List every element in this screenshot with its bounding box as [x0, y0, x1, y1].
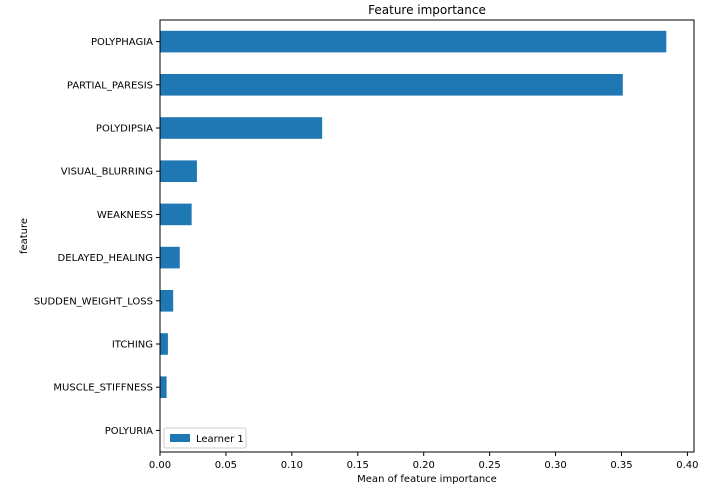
x-axis-ticks: 0.00 0.05 0.10 0.15 0.20 0.25 0.30 0.35 0.40 [149, 452, 699, 471]
plot-frame [159, 19, 695, 453]
x-tick-label: 0.35 [610, 460, 632, 471]
y-tick-label: MUSCLE_STIFFNESS [53, 383, 153, 394]
y-axis-title: feature [19, 218, 30, 254]
bar-itching [160, 333, 168, 355]
x-tick-label: 0.10 [281, 460, 303, 471]
y-tick-label: VISUAL_BLURRING [61, 167, 153, 178]
chart-title: Feature importance [368, 3, 486, 17]
legend: Learner 1 [163, 427, 247, 449]
y-tick-label: POLYDIPSIA [96, 124, 153, 135]
legend-box [163, 427, 247, 449]
legend-label: Learner 1 [196, 434, 244, 445]
x-tick-label: 0.15 [347, 460, 369, 471]
x-tick-label: 0.30 [544, 460, 566, 471]
bar-muscle-stiffness [160, 376, 167, 398]
y-tick-label: PARTIAL_PARESIS [67, 80, 153, 91]
x-tick-label: 0.40 [676, 460, 698, 471]
bar-polydipsia [160, 117, 323, 139]
bars-group [160, 30, 667, 398]
bar-weakness [160, 203, 192, 226]
y-axis-ticks: POLYPHAGIA PARTIAL_PARESIS POLYDIPSIA VISUA… [34, 37, 160, 437]
x-tick-label: 0.25 [478, 460, 500, 471]
bar-polyphagia [160, 30, 667, 53]
y-tick-label: SUDDEN_WEIGHT_LOSS [34, 296, 153, 307]
bar-visual-blurring [160, 160, 197, 182]
bar-sudden-weight-loss [160, 290, 174, 312]
y-tick-label: POLYURIA [105, 426, 153, 437]
bar-partial-paresis [160, 74, 623, 96]
bar-delayed-healing [160, 246, 180, 269]
y-tick-label: WEAKNESS [97, 210, 153, 221]
y-tick-label: DELAYED_HEALING [58, 253, 153, 264]
x-tick-label: 0.00 [149, 460, 171, 471]
y-tick-label: POLYPHAGIA [91, 37, 153, 48]
y-tick-label: ITCHING [112, 340, 153, 351]
x-tick-label: 0.20 [413, 460, 435, 471]
x-tick-label: 0.05 [215, 460, 237, 471]
x-axis-title: Mean of feature importance [357, 474, 497, 485]
legend-swatch [170, 434, 190, 442]
